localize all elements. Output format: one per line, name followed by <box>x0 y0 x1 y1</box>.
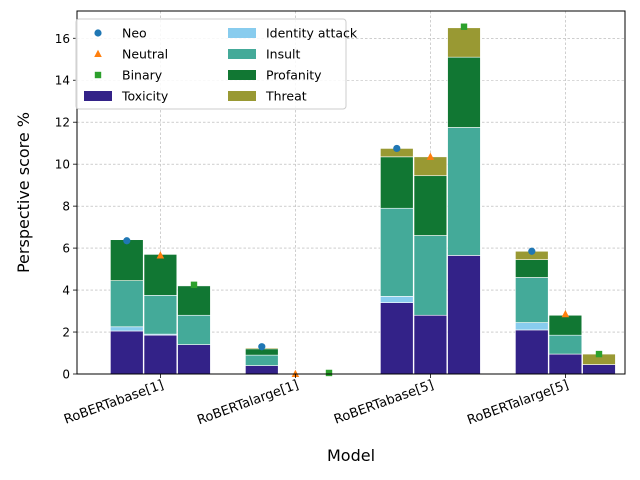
bar-segment-profanity <box>380 156 414 209</box>
bar-segment-profanity <box>548 314 583 336</box>
legend-label: Threat <box>265 89 307 104</box>
bar-segment-toxicity <box>143 334 178 375</box>
legend-patch-toxicity <box>84 91 112 101</box>
legend-label: Binary <box>122 68 163 83</box>
x-tick-label: RoBERTabase[5] <box>332 378 436 428</box>
legend-label: Neo <box>122 26 147 41</box>
bar-segment-toxicity <box>380 302 414 375</box>
bar-segment-insult <box>380 207 414 297</box>
y-tick-label: 0 <box>62 368 70 382</box>
bar-segment-insult <box>548 334 583 355</box>
marker-neutral <box>291 369 300 377</box>
bar-segment-insult <box>110 280 144 328</box>
bars-layer <box>110 27 616 375</box>
x-axis-title: Model <box>327 446 375 465</box>
y-tick-label: 2 <box>62 326 70 340</box>
x-tick-label: RoBERTabase[1] <box>62 378 166 428</box>
marker-neutral <box>156 251 165 259</box>
bar-segment-identity-attack <box>380 296 414 303</box>
bar-segment-toxicity <box>245 365 279 375</box>
plot-frame <box>76 10 626 375</box>
y-tick-label: 12 <box>55 116 70 130</box>
bar-segment-toxicity <box>110 330 144 375</box>
markers-layer <box>123 23 603 377</box>
bar-segment-profanity <box>143 254 178 296</box>
bar-segment-insult <box>245 354 279 366</box>
legend-patch-profanity <box>228 70 256 80</box>
legend-patch-identity-attack <box>228 28 256 38</box>
bar-segment-insult <box>447 127 481 256</box>
marker-binary <box>190 281 198 289</box>
bar-segment-identity-attack <box>110 326 144 332</box>
legend-marker-neo <box>94 29 102 37</box>
y-axis-title: Perspective score % <box>14 112 33 273</box>
x-tick-label: RoBERTalarge[1] <box>195 378 300 429</box>
y-tick-label: 14 <box>55 74 70 88</box>
marker-neutral <box>426 152 435 160</box>
bar-segment-toxicity <box>515 329 549 375</box>
y-tick-label: 6 <box>62 242 70 256</box>
legend-patch-threat <box>228 91 256 101</box>
bar-segment-insult <box>413 235 448 316</box>
bar-segment-toxicity <box>548 353 583 375</box>
x-tick-label: RoBERTalarge[5] <box>465 378 570 429</box>
x-axis: RoBERTabase[1] RoBERTalarge[1] RoBERTabase… <box>62 374 571 428</box>
legend-label: Insult <box>266 47 301 62</box>
marker-binary <box>460 23 468 30</box>
y-axis: 0 2 4 6 8 10 12 14 16 <box>55 32 77 382</box>
bar-segment-profanity <box>177 285 211 316</box>
marker-binary <box>595 350 603 358</box>
bar-segment-toxicity <box>413 314 448 375</box>
legend-label: Identity attack <box>266 26 358 41</box>
y-tick-label: 10 <box>55 158 70 172</box>
bar-segment-profanity <box>413 175 448 236</box>
marker-neo <box>123 237 131 245</box>
bar-segment-identity-attack <box>515 322 549 331</box>
y-tick-label: 4 <box>62 284 70 298</box>
marker-binary <box>325 369 333 377</box>
marker-neo <box>528 247 536 255</box>
legend-patch-insult <box>228 49 256 59</box>
bar-segment-insult <box>177 314 211 345</box>
legend: Neo Neutral Binary Toxicity Identity attack I… <box>75 18 358 110</box>
legend-label: Neutral <box>122 47 168 62</box>
bar-segment-insult <box>515 277 549 323</box>
y-tick-label: 8 <box>62 200 70 214</box>
legend-marker-binary <box>94 71 102 79</box>
legend-label: Toxicity <box>121 89 169 104</box>
bar-segment-toxicity <box>447 255 481 375</box>
bar-segment-threat <box>447 27 481 58</box>
marker-neo <box>258 343 266 351</box>
bar-segment-profanity <box>515 259 549 278</box>
legend-marker-neutral <box>94 49 102 57</box>
marker-neutral <box>561 309 570 318</box>
bar-segment-profanity <box>447 56 481 128</box>
marker-neo <box>393 144 401 153</box>
bar-segment-toxicity <box>582 364 616 375</box>
y-tick-label: 16 <box>55 32 70 46</box>
bar-segment-insult <box>143 295 178 335</box>
legend-box <box>75 18 347 110</box>
bar-segment-toxicity <box>177 344 211 375</box>
legend-label: Profanity <box>266 68 322 83</box>
bar-segment-profanity <box>110 239 144 281</box>
